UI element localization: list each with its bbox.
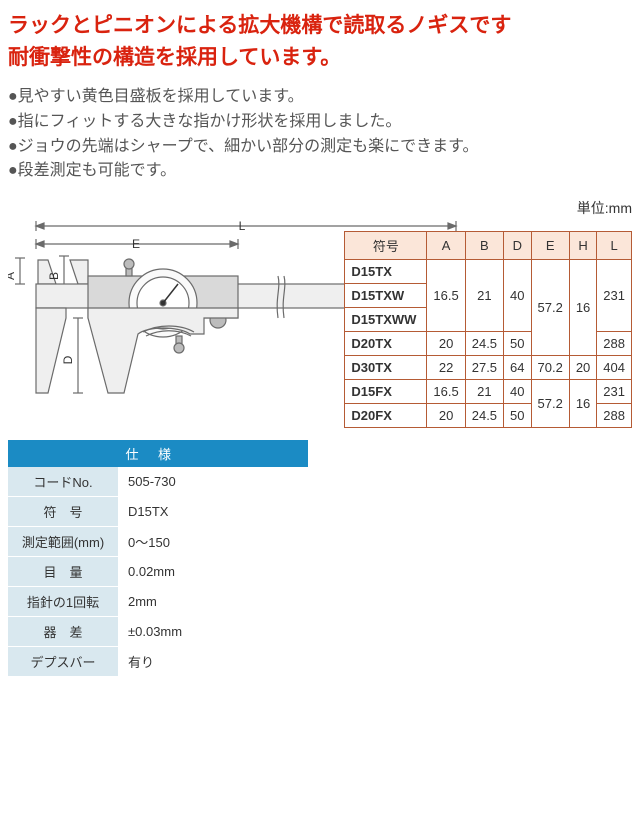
dim-cell: 16 (569, 260, 596, 356)
dim-col: L (597, 232, 632, 260)
dim-cell: 20 (427, 404, 465, 428)
dim-cell: 20 (569, 356, 596, 380)
bullet-item: ●見やすい黄色目盛板を採用しています。 (8, 85, 632, 110)
dim-cell: 57.2 (531, 260, 569, 356)
dim-col: B (465, 232, 503, 260)
dim-cell: 21 (465, 380, 503, 404)
dim-row-label: D30TX (345, 356, 427, 380)
dim-row-label: D15FX (345, 380, 427, 404)
dim-col: D (504, 232, 531, 260)
dim-cell: 50 (504, 404, 531, 428)
dim-cell: 57.2 (531, 380, 569, 428)
dim-cell: 40 (504, 380, 531, 404)
spec-val: 2mm (118, 587, 308, 617)
dimension-table: 符号 A B D E H L D15TX 16.5 21 40 57.2 16 … (344, 231, 632, 428)
bullet-item: ●ジョウの先端はシャープで、細かい部分の測定も楽にできます。 (8, 135, 632, 160)
dim-cell: 288 (597, 332, 632, 356)
dim-cell: 404 (597, 356, 632, 380)
diagram-and-dim-table: L E A B D H 符号 A B D E H L D15TX 16.5 21… (0, 218, 640, 428)
dim-cell: 16.5 (427, 260, 465, 332)
svg-text:B: B (47, 272, 61, 280)
dim-cell: 24.5 (465, 404, 503, 428)
spec-key: 指針の1回転 (8, 587, 118, 617)
dim-col: A (427, 232, 465, 260)
spec-key: 符 号 (8, 497, 118, 527)
svg-text:E: E (132, 237, 140, 251)
feature-bullets: ●見やすい黄色目盛板を採用しています。 ●指にフィットする大きな指かけ形状を採用… (0, 77, 640, 192)
spec-key: 測定範囲(mm) (8, 527, 118, 557)
bullet-item: ●指にフィットする大きな指かけ形状を採用しました。 (8, 110, 632, 135)
dim-cell: 50 (504, 332, 531, 356)
dim-cell: 64 (504, 356, 531, 380)
svg-text:D: D (61, 356, 75, 365)
dim-cell: 231 (597, 260, 632, 332)
dim-row-label: D15TXW (345, 284, 427, 308)
spec-val: 505-730 (118, 467, 308, 497)
dim-cell: 70.2 (531, 356, 569, 380)
spec-val: 0～150 (118, 527, 308, 557)
dim-cell: 27.5 (465, 356, 503, 380)
svg-text:A: A (8, 272, 17, 280)
dim-cell: 231 (597, 380, 632, 404)
dim-cell: 288 (597, 404, 632, 428)
dim-header-label: 符号 (345, 232, 427, 260)
dim-col: H (569, 232, 596, 260)
spec-key: 器 差 (8, 617, 118, 647)
dim-row-label: D15TX (345, 260, 427, 284)
dim-row-label: D15TXWW (345, 308, 427, 332)
dim-row-label: D20FX (345, 404, 427, 428)
dim-cell: 40 (504, 260, 531, 332)
svg-text:L: L (239, 219, 246, 233)
spec-val: ±0.03mm (118, 617, 308, 647)
headline-line2: 耐衝撃性の構造を採用しています。 (8, 42, 632, 74)
dim-cell: 20 (427, 332, 465, 356)
spec-val: 有り (118, 647, 308, 677)
spec-key: コードNo. (8, 467, 118, 497)
headline-line1: ラックとピニオンによる拡大機構で読取るノギスです (8, 10, 632, 42)
dim-cell: 22 (427, 356, 465, 380)
dim-row-label: D20TX (345, 332, 427, 356)
dim-cell: 24.5 (465, 332, 503, 356)
spec-table: 仕様 コードNo.505-730 符 号D15TX 測定範囲(mm)0～150 … (8, 440, 308, 677)
dim-cell: 16.5 (427, 380, 465, 404)
headline: ラックとピニオンによる拡大機構で読取るノギスです 耐衝撃性の構造を採用しています… (0, 0, 640, 77)
dim-cell: 21 (465, 260, 503, 332)
bullet-item: ●段差測定も可能です。 (8, 159, 632, 184)
spec-val: 0.02mm (118, 557, 308, 587)
spec-val: D15TX (118, 497, 308, 527)
dim-col: E (531, 232, 569, 260)
dim-cell: 16 (569, 380, 596, 428)
unit-label: 単位:mm (577, 198, 632, 218)
spec-title: 仕様 (8, 440, 308, 467)
spec-key: 目 量 (8, 557, 118, 587)
spec-key: デプスバー (8, 647, 118, 677)
